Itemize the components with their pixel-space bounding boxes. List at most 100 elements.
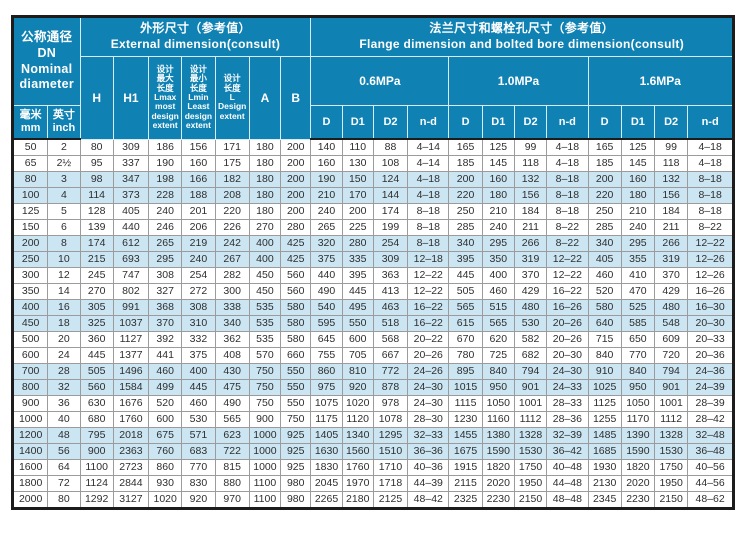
table-cell: 350 <box>11 283 49 300</box>
table-cell: 44–39 <box>407 475 450 492</box>
table-cell: 80 <box>47 491 81 509</box>
table-cell: 118 <box>513 155 548 172</box>
table-cell: 682 <box>513 347 548 364</box>
table-cell: 1760 <box>112 411 150 428</box>
table-cell: 440 <box>310 267 343 284</box>
table-cell: 88 <box>372 138 409 156</box>
table-cell: 2045 <box>310 475 343 492</box>
table-cell: 925 <box>280 443 312 460</box>
table-cell: 210 <box>620 203 656 220</box>
table-cell: 130 <box>341 155 374 172</box>
table-cell: 900 <box>248 411 282 428</box>
table-cell: 64 <box>47 459 81 476</box>
table-cell: 65 <box>11 155 49 172</box>
table-cell: 1160 <box>481 411 515 428</box>
table-cell: 36 <box>47 395 81 412</box>
table-cell: 128 <box>79 203 114 220</box>
table-cell: 480 <box>654 299 689 316</box>
table-cell: 24–39 <box>687 379 734 396</box>
table-cell: 1001 <box>654 395 689 412</box>
external-dimension-group-header: 外形尺寸（参考值） External dimension(consult) <box>79 16 312 57</box>
table-cell: 156 <box>513 187 548 204</box>
table-cell: 1170 <box>620 411 656 428</box>
table-cell: 1390 <box>620 427 656 444</box>
table-cell: 1485 <box>587 427 622 444</box>
table-cell: 2325 <box>448 491 483 509</box>
table-cell: 4–18 <box>407 171 450 188</box>
table-cell: 300 <box>11 267 49 284</box>
table-cell: 250 <box>11 251 49 268</box>
table-cell: 705 <box>341 347 374 364</box>
table-row: 900 36 630 1676 520 460 490 750 550 1075 1020 978 24… <box>11 395 734 412</box>
table-cell: 4–18 <box>407 187 450 204</box>
table-row: 100 4 114 373 228 188 208 180 200 210 170 144 4–18 22… <box>11 187 734 204</box>
table-cell: 132 <box>654 171 689 188</box>
table-cell: 340 <box>448 235 483 252</box>
table-cell: 16–22 <box>546 283 589 300</box>
table-cell: 266 <box>513 235 548 252</box>
table-cell: 750 <box>248 363 282 380</box>
table-cell: 750 <box>248 395 282 412</box>
table-cell: 975 <box>310 379 343 396</box>
table-cell: 220 <box>587 187 622 204</box>
table-cell: 950 <box>481 379 515 396</box>
table-cell: 190 <box>148 155 183 172</box>
table-cell: 795 <box>79 427 114 444</box>
table-cell: 445 <box>79 347 114 364</box>
table-cell: 1015 <box>448 379 483 396</box>
table-cell: 16–26 <box>687 283 734 300</box>
table-cell: 1100 <box>248 475 282 492</box>
table-cell: 18 <box>47 315 81 332</box>
table-cell: 609 <box>654 331 689 348</box>
flange-spec-table: 公称通径 DN Nominal diameter 外形尺寸（参考值） Exter… <box>11 15 735 510</box>
table-cell: 200 <box>280 203 312 220</box>
table-cell: 99 <box>654 138 689 156</box>
table-cell: 36–42 <box>546 443 589 460</box>
table-cell: 660 <box>280 347 312 364</box>
table-cell: 20–36 <box>687 347 734 364</box>
table-cell: 460 <box>181 395 216 412</box>
table-cell: 186 <box>148 138 183 156</box>
table-cell: 815 <box>214 459 250 476</box>
table-cell: 24–30 <box>407 395 450 412</box>
table-cell: 1050 <box>481 395 515 412</box>
table-cell: 220 <box>214 203 250 220</box>
table-cell: 560 <box>280 267 312 284</box>
table-cell: 445 <box>341 283 374 300</box>
table-cell: 350 <box>481 251 515 268</box>
table-cell: 670 <box>448 331 483 348</box>
table-cell: 36–48 <box>687 443 734 460</box>
header-units-row: 毫米 mm 英寸 inch D D1 D2 n-d D D1 D2 n-d D … <box>11 105 734 140</box>
table-cell: 319 <box>654 251 689 268</box>
table-cell: 20–22 <box>407 331 450 348</box>
table-cell: 475 <box>214 379 250 396</box>
table-cell: 28 <box>47 363 81 380</box>
table-cell: 12–22 <box>546 251 589 268</box>
table-cell: 520 <box>587 283 622 300</box>
table-cell: 150 <box>341 171 374 188</box>
table-cell: 20–26 <box>546 331 589 348</box>
table-cell: 182 <box>214 171 250 188</box>
table-cell: 308 <box>148 267 183 284</box>
table-row: 150 6 139 440 246 206 226 270 280 265 225 199 8–18 28… <box>11 219 734 236</box>
table-cell: 1950 <box>513 475 548 492</box>
table-cell: 295 <box>148 251 183 268</box>
table-cell: 925 <box>280 427 312 444</box>
table-cell: 1950 <box>654 475 689 492</box>
table-cell: 8–18 <box>546 203 589 220</box>
table-row: 50 2 80 309 186 156 171 180 200 140 110 88 4–14 165 12… <box>11 138 734 156</box>
table-cell: 565 <box>448 299 483 316</box>
table-cell: 16–26 <box>546 299 589 316</box>
table-cell: 720 <box>654 347 689 364</box>
table-cell: 2018 <box>112 427 150 444</box>
table-cell: 1230 <box>448 411 483 428</box>
table-cell: 20–30 <box>546 347 589 364</box>
table-cell: 225 <box>341 219 374 236</box>
table-cell: 505 <box>79 363 114 380</box>
table-cell: 880 <box>214 475 250 492</box>
table-cell: 1630 <box>310 443 343 460</box>
table-row: 500 20 360 1127 392 332 362 535 580 645 600 568 20–2… <box>11 331 734 348</box>
table-cell: 226 <box>214 219 250 236</box>
table-cell: 285 <box>448 219 483 236</box>
table-cell: 201 <box>181 203 216 220</box>
